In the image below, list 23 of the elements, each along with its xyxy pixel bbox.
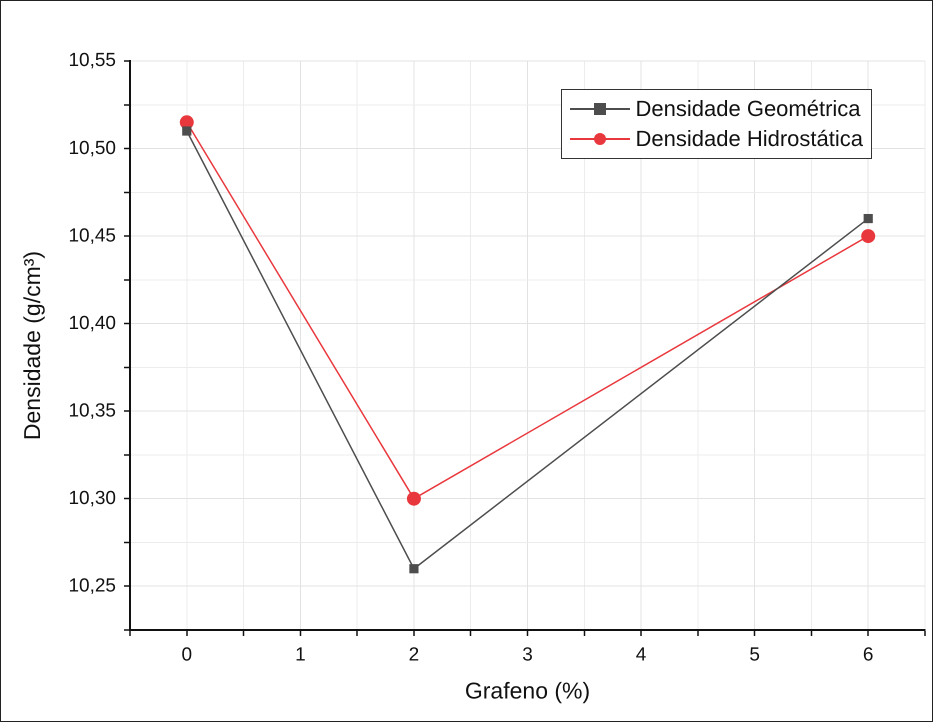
legend-label: Densidade Geométrica — [636, 96, 861, 122]
x-tick-label: 3 — [522, 644, 533, 666]
point — [864, 214, 873, 224]
point — [409, 564, 419, 574]
x-tick-label: 1 — [295, 644, 306, 666]
y-tick-label: 10,45 — [68, 225, 116, 246]
y-tick-label: 10,35 — [68, 400, 116, 422]
x-tick-label: 2 — [408, 644, 420, 666]
x-tick-label: 5 — [749, 644, 760, 666]
x-axis-title: Grafeno (%) — [464, 678, 590, 704]
point — [861, 229, 876, 244]
x-tick-label: 0 — [181, 644, 192, 666]
y-axis-title: Densidade (g/cm³) — [19, 250, 46, 440]
x-tick-label: 6 — [862, 644, 874, 666]
y-tick-label: 10,25 — [68, 575, 116, 596]
y-tick-label: 10,50 — [68, 138, 116, 159]
y-tick-label: 10,30 — [68, 488, 116, 509]
legend-label: Densidade Hidrostática — [636, 126, 863, 152]
y-tick-label: 10,40 — [68, 312, 116, 334]
point — [182, 126, 192, 136]
y-tick-label: 10,55 — [68, 50, 116, 72]
point — [406, 492, 421, 506]
x-tick-label: 4 — [636, 644, 647, 666]
